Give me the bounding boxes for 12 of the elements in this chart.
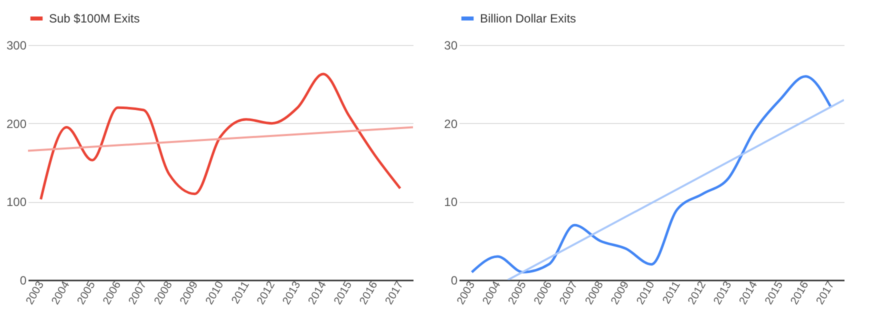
y-tick-label: 300 <box>6 38 27 52</box>
line-series <box>470 75 832 274</box>
y-tick-label: 100 <box>6 195 27 210</box>
legend-label: Billion Dollar Exits <box>480 12 576 26</box>
y-tick-label: 20 <box>444 116 458 131</box>
y-tick-label: 0 <box>20 274 27 288</box>
y-tick-label: 10 <box>444 195 458 210</box>
y-tick-label: 200 <box>6 116 27 131</box>
legend-label: Sub $100M Exits <box>49 12 140 26</box>
y-tick-label: 0 <box>450 274 458 288</box>
y-tick-label: 30 <box>444 38 458 52</box>
line-series <box>40 72 402 201</box>
